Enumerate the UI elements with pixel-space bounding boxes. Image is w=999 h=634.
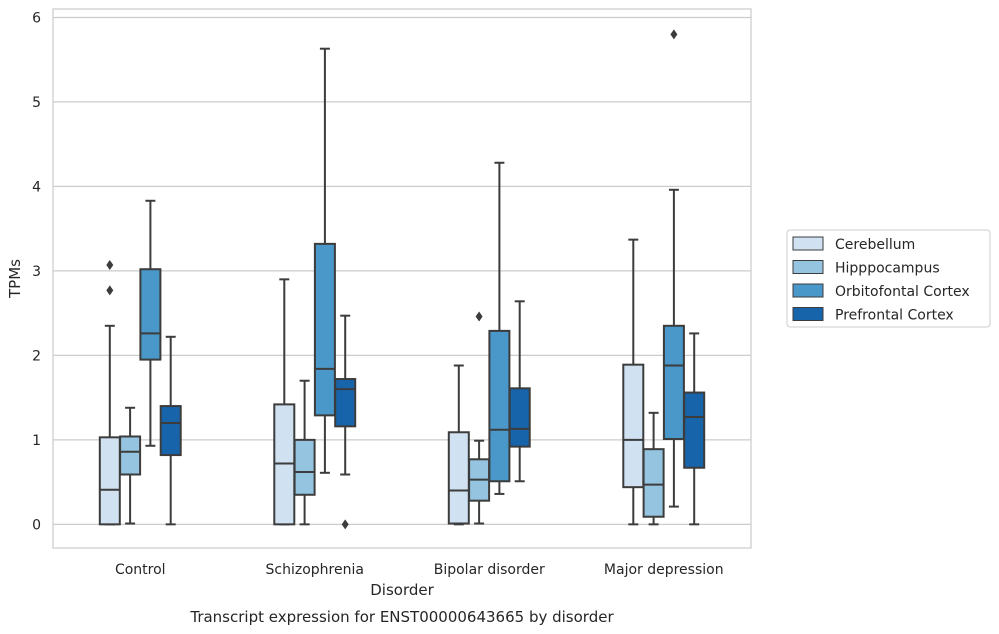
outlier-0 [341, 519, 349, 530]
legend-label-orbitofontal-cortex: Orbitofontal Cortex [835, 284, 970, 300]
x-axis-ticks: Control Schizophrenia Bipolar disorder Majo… [115, 562, 724, 578]
box-body [334, 378, 357, 428]
x-tick-label-bipolar-disorder: Bipolar disorder [434, 562, 545, 578]
box-body [488, 329, 511, 483]
y-tick-label-4: 4 [32, 179, 41, 195]
box-body [293, 438, 316, 496]
box-body [119, 435, 142, 476]
outlier-0 [670, 29, 678, 40]
box-hipppocampus-1 [293, 379, 316, 526]
legend-frame [786, 229, 991, 328]
box-body [447, 431, 470, 525]
box-body [642, 448, 665, 518]
box-prefrontal-cortex-1 [334, 314, 357, 530]
box-prefrontal-cortex-0 [159, 335, 182, 526]
box-body [139, 268, 162, 361]
box-hipppocampus-2 [468, 311, 491, 525]
legend-swatch-prefrontal-cortex [792, 307, 824, 321]
box-prefrontal-cortex-2 [508, 300, 531, 483]
box-prefrontal-cortex-3 [683, 332, 706, 526]
y-tick-label-3: 3 [32, 264, 41, 280]
box-body [683, 391, 706, 469]
box-plots [98, 29, 706, 530]
box-body [313, 242, 336, 417]
plot-frame [52, 8, 752, 549]
box-hipppocampus-3 [642, 411, 665, 526]
y-tick-label-0: 0 [32, 517, 41, 533]
y-tick-label-5: 5 [32, 95, 41, 111]
legend-swatch-hipppocampus [792, 260, 824, 274]
box-cerebellum-3 [622, 238, 645, 526]
box-body [662, 324, 685, 441]
box-orbitofontal-cortex-0 [139, 199, 162, 447]
y-tick-label-1: 1 [32, 433, 41, 449]
x-tick-label-schizophrenia: Schizophrenia [266, 562, 364, 578]
box-body [622, 363, 645, 489]
box-hipppocampus-0 [119, 406, 142, 525]
legend-swatch-cerebellum [792, 236, 824, 251]
legend-label-hipppocampus: Hipppocampus [835, 261, 940, 277]
legend-label-cerebellum: Cerebellum [835, 237, 915, 253]
legend-swatch-orbitofontal-cortex [792, 283, 824, 298]
box-orbitofontal-cortex-1 [313, 47, 336, 474]
box-body [159, 405, 182, 457]
outlier-1 [106, 259, 114, 270]
x-axis-label: Disorder [370, 581, 434, 599]
x-tick-label-control: Control [115, 562, 166, 578]
box-body [508, 387, 531, 448]
legend-label-prefrontal-cortex: Prefrontal Cortex [835, 308, 954, 324]
box-orbitofontal-cortex-3 [662, 29, 685, 508]
y-axis-label: TPMs [6, 259, 24, 299]
outlier-0 [475, 311, 483, 322]
legend: Cerebellum Hipppocampus Orbitofontal Corte… [786, 229, 991, 328]
box-cerebellum-1 [273, 278, 296, 526]
y-tick-label-2: 2 [32, 348, 41, 364]
box-cerebellum-0 [98, 259, 121, 526]
outlier-0 [106, 285, 114, 296]
y-tick-label-6: 6 [32, 10, 41, 26]
box-body [98, 436, 121, 526]
y-axis-ticks: 0 1 2 3 4 5 6 [32, 10, 41, 533]
x-tick-label-major-depression: Major depression [604, 562, 724, 578]
figure-caption: Transcript expression for ENST0000064366… [189, 608, 614, 626]
